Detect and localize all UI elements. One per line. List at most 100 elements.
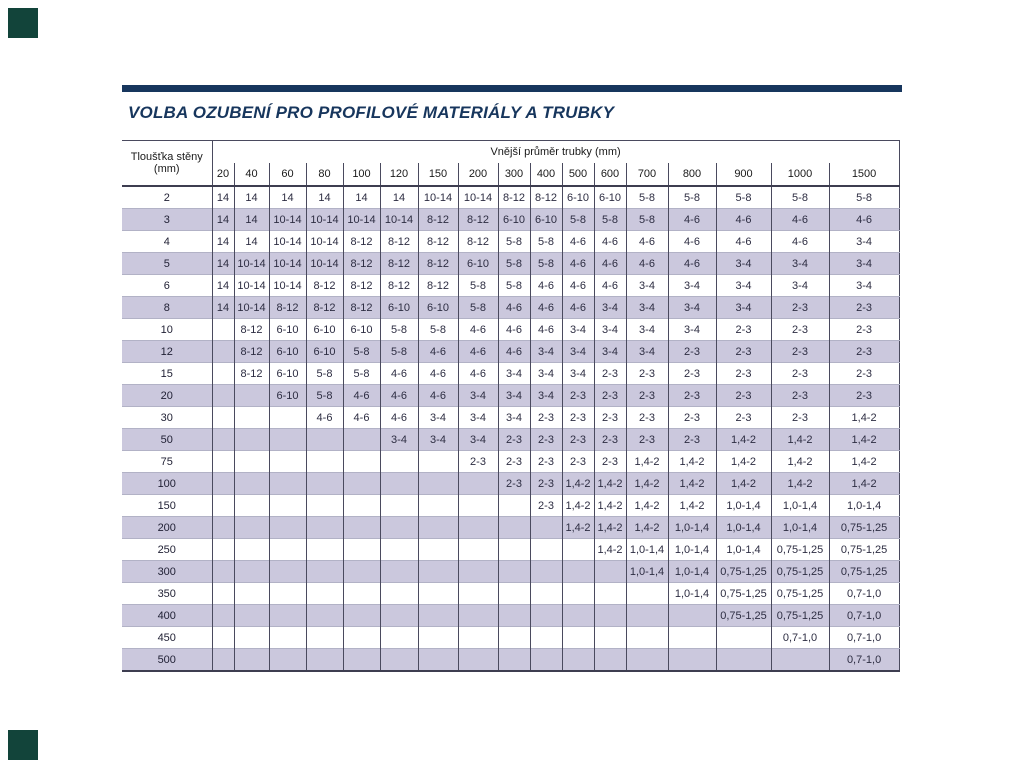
cell: 3-4 xyxy=(561,318,594,341)
cell xyxy=(211,648,234,671)
cell xyxy=(379,560,418,583)
cell: 3-4 xyxy=(828,252,900,275)
cell: 4-6 xyxy=(715,208,771,231)
cell: 1,0-1,4 xyxy=(770,516,829,539)
cell: 4-6 xyxy=(561,296,594,319)
cell: 2-3 xyxy=(715,384,771,407)
column-header-900: 900 xyxy=(715,163,771,187)
cell: 5-8 xyxy=(497,274,530,297)
cell xyxy=(233,560,269,583)
cell xyxy=(457,472,498,495)
cell: 4-6 xyxy=(417,340,458,363)
cell: 4-6 xyxy=(715,230,771,253)
cell: 4-6 xyxy=(417,384,458,407)
cell: 3-4 xyxy=(497,384,530,407)
column-header-40: 40 xyxy=(233,163,269,187)
cell: 2-3 xyxy=(529,428,562,451)
cell: 8-12 xyxy=(305,296,343,319)
cell: 2-3 xyxy=(529,494,562,517)
cell: 4-6 xyxy=(667,252,716,275)
cell: 8-12 xyxy=(233,318,269,341)
row-label: 12 xyxy=(122,340,212,363)
cell xyxy=(305,582,343,605)
cell xyxy=(417,516,458,539)
gear-selection-table: Tloušťka stěny (mm) Vnější průměr trubky… xyxy=(122,140,900,672)
wall-thickness-header-line1: Tloušťka stěny xyxy=(130,151,203,163)
column-header-400: 400 xyxy=(529,163,562,187)
row-label: 250 xyxy=(122,538,212,561)
cell xyxy=(417,626,458,649)
cell xyxy=(417,538,458,561)
cell: 1,0-1,4 xyxy=(667,582,716,605)
cell xyxy=(305,626,343,649)
cell: 4-6 xyxy=(770,230,829,253)
cell xyxy=(233,582,269,605)
page-title: VOLBA OZUBENÍ PRO PROFILOVÉ MATERIÁLY A … xyxy=(128,103,615,122)
table-row: 15 8-12 6-10 5-8 5-8 4-6 4-6 4-6 3-4 3-4 3-4 2-3 2-3… xyxy=(122,362,900,385)
cell xyxy=(379,472,418,495)
cell: 8-12 xyxy=(417,230,458,253)
cell: 5-8 xyxy=(379,318,418,341)
cell xyxy=(417,450,458,473)
cell: 1,0-1,4 xyxy=(715,538,771,561)
cell: 2-3 xyxy=(561,384,594,407)
cell: 2-3 xyxy=(667,340,716,363)
cell: 1,4-2 xyxy=(561,516,594,539)
cell xyxy=(305,538,343,561)
cell: 1,4-2 xyxy=(667,472,716,495)
cell: 3-4 xyxy=(561,340,594,363)
cell: 2-3 xyxy=(715,406,771,429)
cell xyxy=(417,560,458,583)
cell: 10-14 xyxy=(305,252,343,275)
cell xyxy=(379,582,418,605)
cell: 2-3 xyxy=(529,450,562,473)
cell: 6-10 xyxy=(268,318,306,341)
cell: 0,7-1,0 xyxy=(828,626,900,649)
cell: 1,4-2 xyxy=(715,428,771,451)
cell xyxy=(529,604,562,627)
cell: 10-14 xyxy=(305,230,343,253)
cell: 5-8 xyxy=(342,340,380,363)
cell: 4-6 xyxy=(457,362,498,385)
cell: 4-6 xyxy=(379,362,418,385)
cell: 2-3 xyxy=(770,296,829,319)
cell xyxy=(497,516,530,539)
table-row: 450 0,7-1,0 0,7-1,0 xyxy=(122,626,900,649)
cell: 3-4 xyxy=(417,428,458,451)
cell: 2-3 xyxy=(625,362,668,385)
cell: 1,4-2 xyxy=(593,516,626,539)
cell xyxy=(457,516,498,539)
cell: 10-14 xyxy=(268,230,306,253)
cell xyxy=(625,582,668,605)
cell: 8-12 xyxy=(342,230,380,253)
table-row: 100 2-3 2-3 1,4-2 1,4-2 1,4-2 1,4-2 1,4-2 1,4-2 1… xyxy=(122,472,900,495)
cell xyxy=(561,604,594,627)
cell: 3-4 xyxy=(529,340,562,363)
cell: 8-12 xyxy=(233,340,269,363)
cell: 2-3 xyxy=(770,362,829,385)
table-row: 4 14 14 10-14 10-14 8-12 8-12 8-12 8-12 5-8 5-8 4-6… xyxy=(122,230,900,253)
row-label: 75 xyxy=(122,450,212,473)
table-row: 400 0,75-1,25 0,75-1,25 0,7-1,0 xyxy=(122,604,900,627)
cell: 0,75-1,25 xyxy=(715,582,771,605)
cell xyxy=(561,626,594,649)
cell xyxy=(417,582,458,605)
cell: 2-3 xyxy=(770,406,829,429)
cell xyxy=(770,648,829,671)
cell: 3-4 xyxy=(770,252,829,275)
cell xyxy=(667,626,716,649)
cell xyxy=(625,626,668,649)
cell: 3-4 xyxy=(457,428,498,451)
cell: 8-12 xyxy=(417,274,458,297)
cell xyxy=(379,494,418,517)
row-label: 500 xyxy=(122,648,212,671)
cell: 3-4 xyxy=(625,318,668,341)
cell xyxy=(268,494,306,517)
cell: 2-3 xyxy=(770,384,829,407)
cell xyxy=(305,604,343,627)
cell xyxy=(268,450,306,473)
cell xyxy=(497,626,530,649)
cell xyxy=(305,516,343,539)
cell: 2-3 xyxy=(497,450,530,473)
cell: 1,4-2 xyxy=(770,428,829,451)
